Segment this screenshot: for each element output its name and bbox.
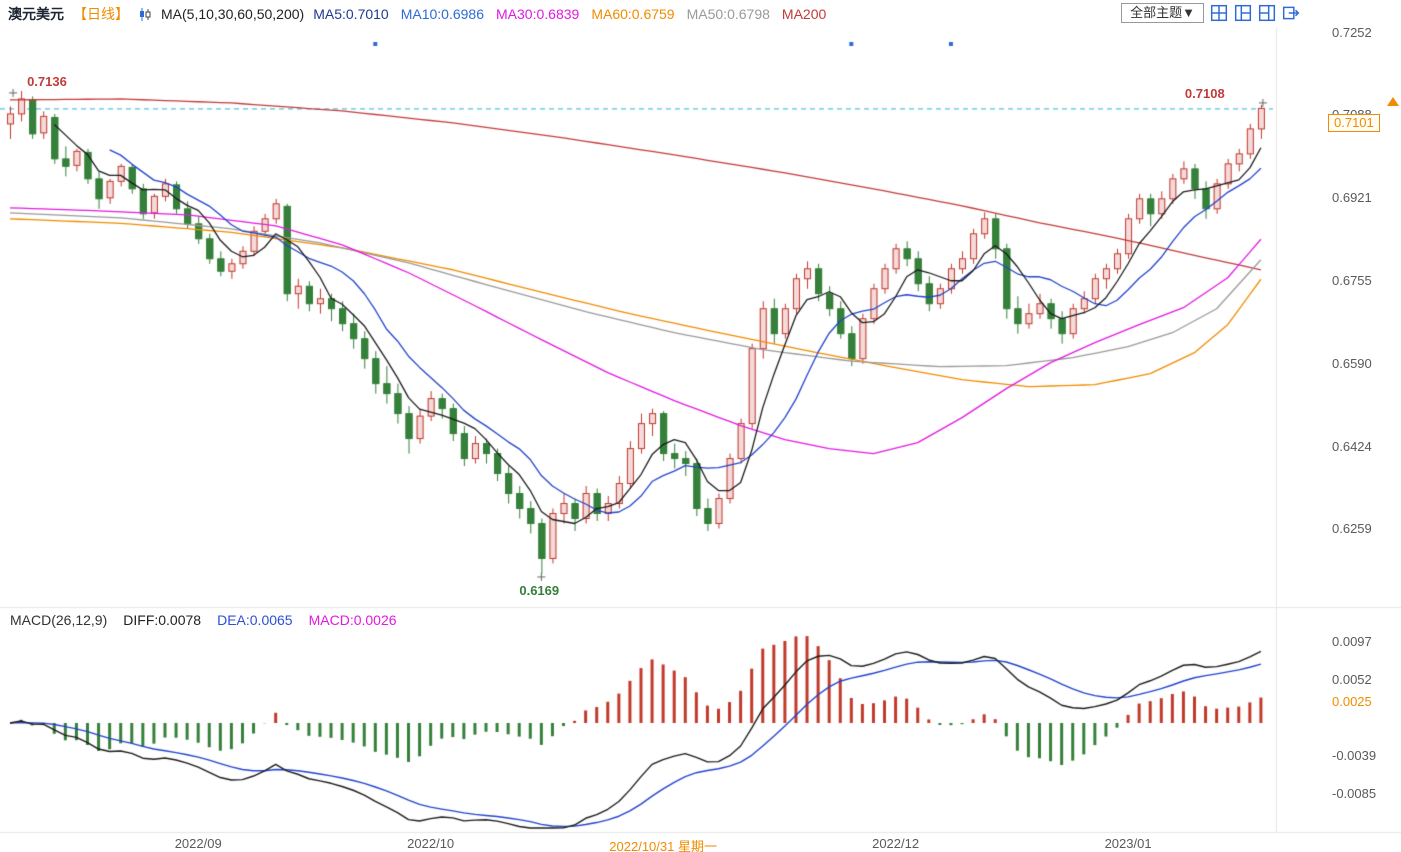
price-axis-label: 0.6755	[1332, 273, 1372, 289]
layout-right-column-icon[interactable]	[1257, 4, 1276, 23]
ma-value-label: MA60:0.6759	[591, 6, 675, 22]
layout-grid-icon[interactable]	[1209, 4, 1228, 23]
chart-header: 澳元美元 【日线】 MA(5,10,30,60,50,200) MA5:0.70…	[8, 4, 826, 24]
ma-settings-label[interactable]: MA(5,10,30,60,50,200)	[161, 6, 305, 22]
ma-value-label: MA10:0.6986	[400, 6, 485, 22]
pop-out-icon[interactable]	[1281, 4, 1300, 23]
ma-value-label: MA50:0.6798	[686, 6, 770, 22]
chart-toolbar: 全部主题▼	[1121, 3, 1300, 23]
scroll-to-latest-arrow-icon[interactable]	[1387, 97, 1399, 107]
date-axis-label: 2022/10	[407, 836, 455, 851]
macd-macd-value: MACD:0.0026	[308, 612, 397, 628]
low-price-annotation: 0.6169	[519, 582, 560, 598]
price-axis-label: 0.6259	[1332, 521, 1372, 536]
date-axis-label: 2023/01	[1104, 836, 1152, 851]
period-label[interactable]: 【日线】	[73, 6, 129, 22]
macd-diff-value: DIFF:0.0078	[123, 612, 202, 628]
macd-axis-label: 0.0052	[1332, 671, 1372, 687]
all-themes-button[interactable]: 全部主题▼	[1121, 3, 1204, 23]
recent-high-annotation: 0.7108	[1184, 85, 1225, 101]
mini-candlestick-icon	[138, 7, 152, 22]
price-axis-label: 0.6590	[1332, 355, 1372, 371]
macd-dea-value: DEA:0.0065	[217, 612, 293, 628]
date-axis-label: 2022/12	[872, 836, 920, 851]
macd-legend: MACD(26,12,9) DIFF:0.0078 DEA:0.0065 MAC…	[10, 612, 397, 628]
date-axis-label: 2022/09	[174, 836, 222, 851]
last-price-tag: 0.7101	[1328, 114, 1380, 133]
date-axis-label: 2022/10/31 星期一	[609, 839, 717, 852]
price-axis-label: 0.6424	[1332, 438, 1372, 454]
macd-title[interactable]: MACD(26,12,9)	[10, 612, 108, 628]
ma-value-label: MA30:0.6839	[496, 6, 580, 22]
price-axis-label: 0.6921	[1332, 190, 1372, 206]
ma-values-legend: MA5:0.7010 MA10:0.6986 MA30:0.6839 MA60:0.6…	[313, 6, 826, 22]
macd-axis-label: -0.0085	[1332, 785, 1377, 801]
price-axis-label: 0.7252	[1332, 25, 1372, 40]
high-price-annotation: 0.7136	[27, 73, 67, 89]
macd-current-value-tag: 0.0025	[1332, 694, 1372, 710]
layout-left-column-icon[interactable]	[1233, 4, 1252, 23]
ma-value-label: MA5:0.7010	[313, 6, 389, 22]
macd-axis-label: -0.0039	[1332, 747, 1377, 763]
ma-value-label: MA200	[781, 6, 827, 22]
symbol-name: 澳元美元	[8, 6, 64, 22]
macd-axis-label: 0.0097	[1332, 634, 1372, 650]
